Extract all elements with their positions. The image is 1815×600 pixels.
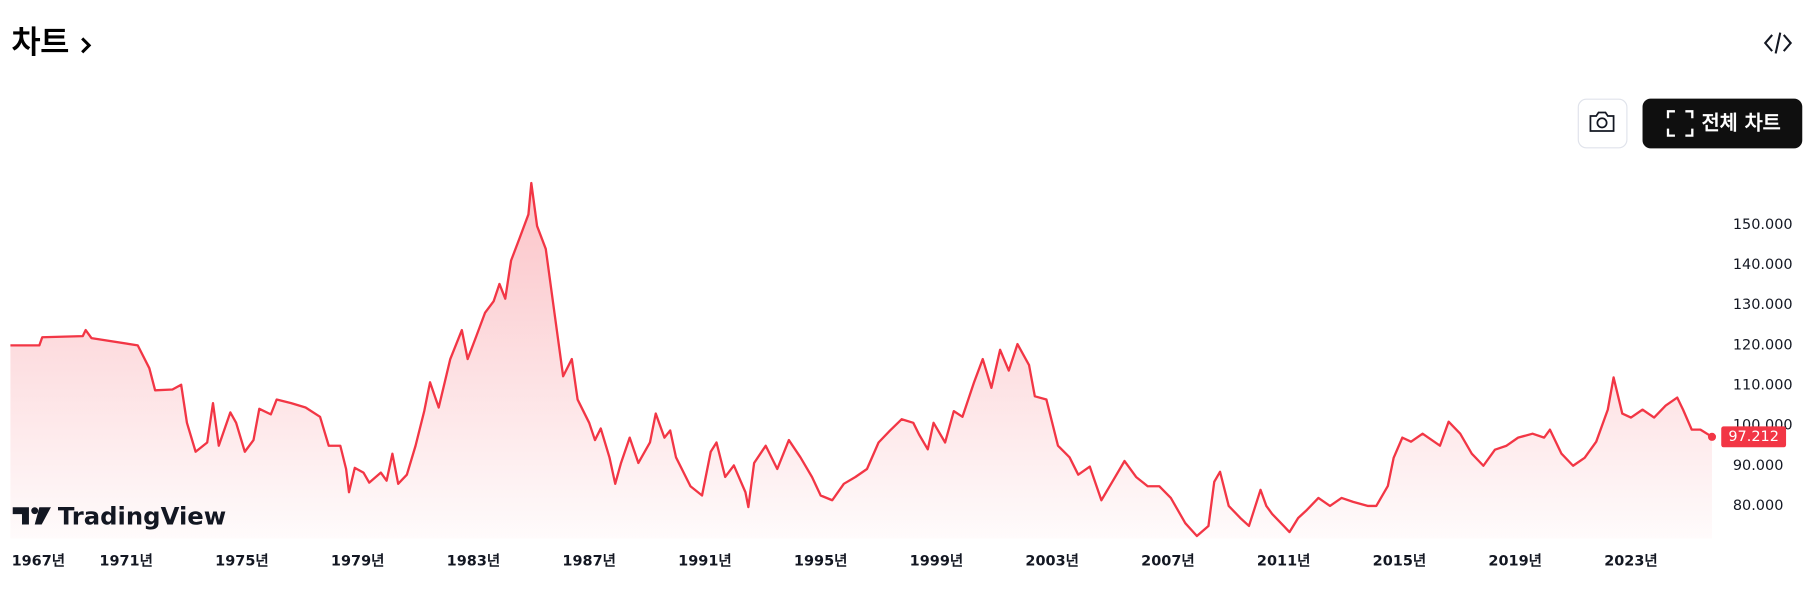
- x-tick-label: 1983년: [447, 553, 501, 570]
- watermark: TradingView: [58, 502, 226, 531]
- x-tick-label: 1967년: [12, 553, 66, 570]
- y-tick-label: 110.000: [1733, 377, 1793, 393]
- x-tick-label: 2019년: [1488, 553, 1542, 570]
- y-tick-label: 130.000: [1733, 297, 1793, 313]
- embed-icon[interactable]: [1763, 32, 1793, 54]
- x-tick-label: 1995년: [794, 553, 848, 570]
- price-badge: [1721, 426, 1787, 448]
- x-tick-label: 1999년: [910, 553, 964, 570]
- full-chart-button[interactable]: 전체 차트: [1642, 98, 1803, 149]
- y-tick-label: 150.000: [1733, 217, 1793, 233]
- x-tick-label: 2007년: [1141, 553, 1195, 570]
- last-point: [1707, 432, 1717, 441]
- x-tick-label: 1971년: [99, 553, 153, 570]
- y-tick-label: 90.000: [1733, 458, 1784, 474]
- x-tick-label: 1991년: [678, 553, 732, 570]
- x-tick-label: 2015년: [1373, 553, 1427, 570]
- price-badge-label: 97.212: [1728, 429, 1779, 445]
- y-tick-label: 80.000: [1733, 498, 1784, 514]
- plot: 80.00090.000100.000110.000120.000130.000…: [10, 181, 1793, 570]
- area-fill: [10, 183, 1712, 539]
- x-tick-label: 2023년: [1604, 553, 1658, 570]
- section-title[interactable]: 차트: [12, 25, 70, 61]
- button-label[interactable]: 전체 차트: [1702, 112, 1781, 135]
- x-tick-label: 2011년: [1257, 553, 1311, 570]
- y-tick-label: 140.000: [1733, 257, 1793, 273]
- chevron-icon[interactable]: [81, 37, 92, 54]
- y-tick-label: 120.000: [1733, 337, 1793, 353]
- snapshot-button[interactable]: [1577, 98, 1628, 149]
- x-tick-label: 2003년: [1025, 553, 1079, 570]
- watermark-logo: [12, 507, 51, 525]
- x-tick-label: 1979년: [331, 553, 385, 570]
- price-line: [10, 181, 1713, 538]
- x-tick-label: 1987년: [562, 553, 616, 570]
- x-tick-label: 1975년: [215, 553, 269, 570]
